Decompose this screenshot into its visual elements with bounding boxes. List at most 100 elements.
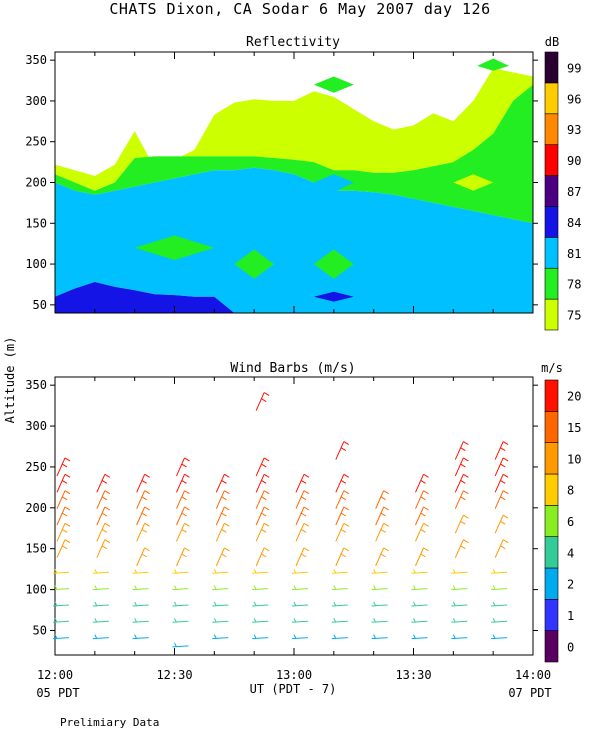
wind-barb-shaft <box>335 523 345 542</box>
wind-barb-flag <box>502 514 509 519</box>
colorbar-swatch <box>544 536 559 569</box>
wind-barb-flag <box>340 553 347 558</box>
colorbar-swatch <box>544 505 559 537</box>
wind-barb-flag <box>134 585 138 590</box>
wind-barb-shaft <box>375 523 385 542</box>
wind-barb-shaft <box>291 588 309 591</box>
wind-barb-shaft <box>494 514 504 534</box>
y-tick-label: 350 <box>25 378 47 392</box>
wind-barb <box>331 585 348 591</box>
wind-barb <box>92 585 109 591</box>
x-tick-label: 14:00 <box>515 668 551 682</box>
wind-barb-flag <box>64 522 71 527</box>
refl-band-81 <box>55 167 533 313</box>
wind-barb-shaft <box>172 604 189 607</box>
wind-barb <box>491 634 508 640</box>
wind-barb-shaft <box>494 490 504 509</box>
x-tick-label: 12:30 <box>156 668 192 682</box>
wind-barb <box>215 473 230 493</box>
y-tick-label: 100 <box>25 257 47 271</box>
y-tick-label: 50 <box>33 623 47 637</box>
wind-barb-flag <box>94 601 98 607</box>
wind-barb <box>252 601 269 607</box>
wind-barb-flag <box>463 514 469 519</box>
wind-barb-shaft <box>212 620 229 623</box>
wind-barb-flag <box>213 601 217 607</box>
colorbar-swatch <box>544 82 559 115</box>
wind-barb-flag <box>64 473 71 478</box>
wind-barb-flag <box>303 506 310 511</box>
wind-barb <box>52 601 70 607</box>
wind-barb-flag <box>333 618 337 623</box>
wind-barbs-title: Wind Barbs (m/s) <box>230 361 355 376</box>
y-tick-label: 250 <box>25 460 47 474</box>
wind-barb <box>215 490 230 509</box>
wind-barb-flag <box>213 585 217 590</box>
wind-barb-flag <box>213 569 217 574</box>
wind-barb-shaft <box>252 604 269 607</box>
wind-barb <box>494 441 509 460</box>
wind-barb-shaft <box>331 620 348 623</box>
wind-barb-shaft <box>212 588 229 591</box>
wind-barb-shaft <box>56 506 66 526</box>
wind-barb-flag <box>61 528 68 533</box>
wind-barb-flag <box>144 506 150 511</box>
wind-barb <box>252 618 269 623</box>
colorbar-swatch <box>544 442 559 475</box>
x-tick-label: 12:00 <box>37 668 73 682</box>
wind-barb-shaft <box>295 474 305 493</box>
wind-barb-flag <box>499 447 506 452</box>
wind-barb-flag <box>413 618 416 623</box>
wind-barb-shaft <box>255 392 265 411</box>
wind-barb <box>132 585 149 591</box>
wind-barb <box>176 547 190 567</box>
wind-barb-shaft <box>255 523 265 542</box>
wind-barb-flag <box>463 457 469 462</box>
wind-barb-flag <box>64 457 71 462</box>
wind-barb-flag <box>383 506 389 511</box>
wind-barb-shaft <box>491 604 508 607</box>
wind-barb-shaft <box>56 474 66 493</box>
wind-barb <box>176 490 190 509</box>
wind-barb-flag <box>499 545 506 550</box>
wind-barb-flag <box>263 506 270 511</box>
wind-barb-flag <box>293 569 297 574</box>
wind-barb-flag <box>340 496 347 501</box>
wind-barb-shaft <box>491 588 508 591</box>
wind-barb-flag <box>383 522 389 527</box>
wind-barb-flag <box>463 539 469 544</box>
colorbar-label: 20 <box>567 390 581 404</box>
wind-barb-flag <box>383 490 389 495</box>
y-tick-label: 300 <box>25 419 47 433</box>
wind-barb-flag <box>423 506 429 511</box>
wind-barb-flag <box>460 479 466 484</box>
wind-barb-shaft <box>52 588 70 591</box>
wind-barb-shaft <box>291 604 309 607</box>
wind-barb-flag <box>502 473 509 478</box>
wind-barb-shaft <box>411 571 428 574</box>
wind-barb-flag <box>293 618 297 623</box>
wind-barb <box>172 642 189 648</box>
wind-barb-shaft <box>52 604 70 607</box>
wind-barb-flag <box>101 545 108 550</box>
colorbar-swatch <box>544 379 559 412</box>
colorbar-label: 4 <box>567 546 574 560</box>
wind-barb-flag <box>340 512 347 517</box>
wind-barb-shaft <box>132 620 149 623</box>
wind-barb <box>136 522 150 542</box>
wind-barb-shaft <box>331 637 348 640</box>
wind-barb <box>454 490 469 509</box>
wind-barb <box>291 618 309 623</box>
wind-barb-flag <box>413 634 416 639</box>
wind-barb <box>255 506 270 526</box>
wind-barb-shaft <box>335 490 345 509</box>
colorbar-swatch <box>544 630 559 663</box>
x-tick-label: 13:00 <box>276 668 312 682</box>
wind-barb-shaft <box>375 547 385 567</box>
wind-barb-flag <box>260 479 267 484</box>
wind-barb <box>415 547 429 567</box>
wind-barb <box>176 457 190 477</box>
reflectivity-colorbar: 75 78 81 84 87 90 93 96 99 <box>544 51 581 331</box>
wind-barb-flag <box>174 585 177 590</box>
